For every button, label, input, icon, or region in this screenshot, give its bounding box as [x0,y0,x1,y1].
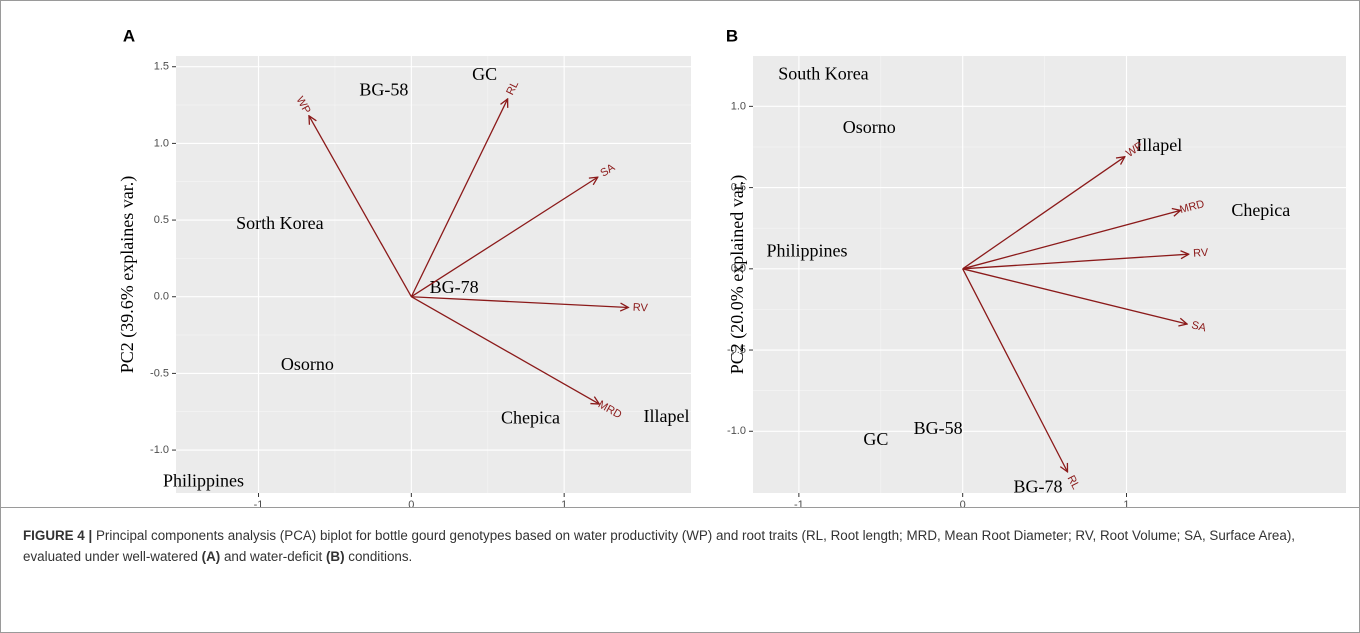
sample-label: Philippines [767,241,848,261]
plots: A-101-1.0-0.50.00.51.01.5PC1 (56.0% expl… [117,26,1346,507]
y-axis-title: PC2 (20.0% explained var.) [727,175,748,374]
loading-arrow [410,99,507,298]
sample-label: Sorth Korea [236,213,323,233]
caption-text: and water-deficit [220,549,326,564]
caption-text: Principal components analysis (PCA) bipl… [23,528,1295,564]
caption-text: (B) [325,549,345,564]
loading-arrow [962,268,1068,472]
y-tick-label: -0.5 [727,344,746,356]
x-tick-label: -1 [794,499,804,507]
caption-label: FIGURE 4 | [23,528,93,543]
x-tick-label: -1 [254,499,264,507]
loading-arrow [962,268,1187,324]
sample-label: Chepica [501,408,560,428]
y-tick-label: -0.5 [150,367,169,379]
loading-label: SA [1190,319,1208,334]
sample-label: BG-78 [1014,476,1063,496]
sample-label: Illapel [644,406,690,426]
sample-label: GC [472,64,497,84]
caption-text: (A) [201,549,221,564]
sample-label: BG-58 [914,418,963,438]
y-tick-label: -1.0 [150,444,169,456]
sample-label: Illapel [1136,135,1182,155]
y-tick-label: 0.0 [154,291,169,303]
loading-label: RL [504,79,521,97]
sample-label: GC [863,429,888,449]
y-axis-title: PC2 (39.6% explaines var.) [117,176,138,373]
y-tick-label: 0.0 [731,263,746,275]
sample-label: South Korea [778,64,868,84]
y-tick-label: -1.0 [727,425,746,437]
x-tick-label: 1 [561,499,567,507]
loading-arrow [309,116,412,298]
loading-arrow [962,157,1125,270]
sample-label: BG-78 [430,277,479,297]
caption: FIGURE 4 | Principal components analysis… [1,507,1360,633]
loading-arrow [411,296,599,404]
x-tick-label: 0 [408,499,414,507]
caption-text: conditions. [344,549,413,564]
sample-label: Osorno [843,117,896,137]
loading-label: RV [633,302,649,315]
sample-label: BG-58 [359,79,408,99]
panel-letter: A [123,26,135,45]
plot-background [176,56,691,493]
loading-arrow [411,296,628,308]
sample-label: Philippines [163,470,244,490]
loading-arrow [962,254,1189,270]
loading-label: RL [1065,474,1082,492]
plot-background [753,56,1346,493]
x-tick-label: 0 [960,499,966,507]
panel-letter: B [726,26,738,45]
y-tick-label: 1.0 [731,100,746,112]
loading-arrow [410,177,597,298]
sample-label: Osorno [281,354,334,374]
loading-label: RV [1193,247,1209,260]
y-tick-label: 1.0 [154,137,169,149]
y-tick-label: 0.5 [731,181,746,193]
y-tick-label: 1.5 [154,61,169,73]
loading-arrow [962,210,1181,270]
x-tick-label: 1 [1123,499,1129,507]
sample-label: Chepica [1231,200,1290,220]
y-tick-label: 0.5 [154,214,169,226]
